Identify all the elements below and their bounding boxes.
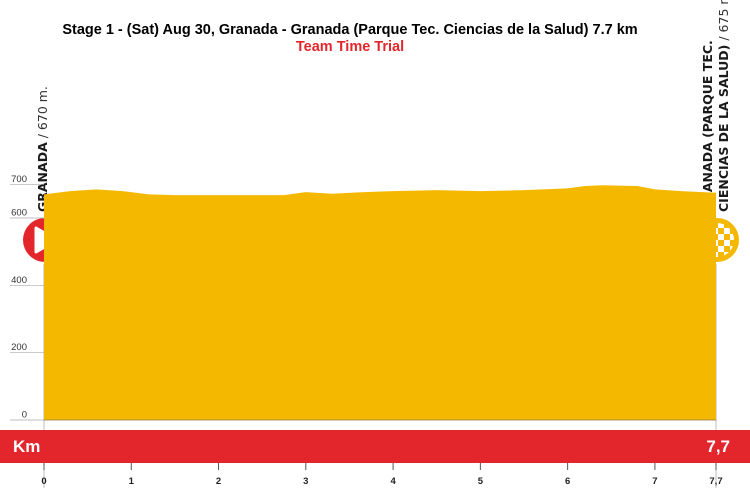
km-total: 7,7: [706, 437, 730, 456]
y-tick-label: 700: [11, 174, 27, 185]
stage-title: Stage 1 - (Sat) Aug 30, Granada - Granad…: [62, 22, 638, 38]
stage-subtitle: Team Time Trial: [295, 39, 405, 55]
x-tick-label: 5: [478, 476, 484, 487]
x-tick-label: 4: [390, 476, 396, 487]
x-axis: 0 1 2 3 4 5 6 7 7,7: [41, 463, 723, 487]
x-tick-label: 0: [41, 476, 46, 487]
y-tick-label: 0: [22, 410, 27, 421]
y-tick-label: 600: [11, 208, 27, 219]
x-tick-label: 7: [652, 476, 657, 487]
y-tick-label: 400: [11, 275, 27, 286]
x-tick-label: 6: [565, 476, 570, 487]
x-tick-label: 1: [129, 476, 135, 487]
x-tick-label: 3: [303, 476, 308, 487]
km-bar: [0, 430, 750, 463]
y-axis: 0 200 400 600 700: [10, 174, 44, 421]
km-label: Km: [13, 437, 40, 456]
elevation-series-area: [44, 185, 716, 420]
elevation-area: [44, 185, 716, 421]
y-tick-label: 200: [11, 342, 27, 353]
x-tick-label: 7,7: [709, 476, 722, 487]
x-tick-label: 2: [216, 476, 221, 487]
